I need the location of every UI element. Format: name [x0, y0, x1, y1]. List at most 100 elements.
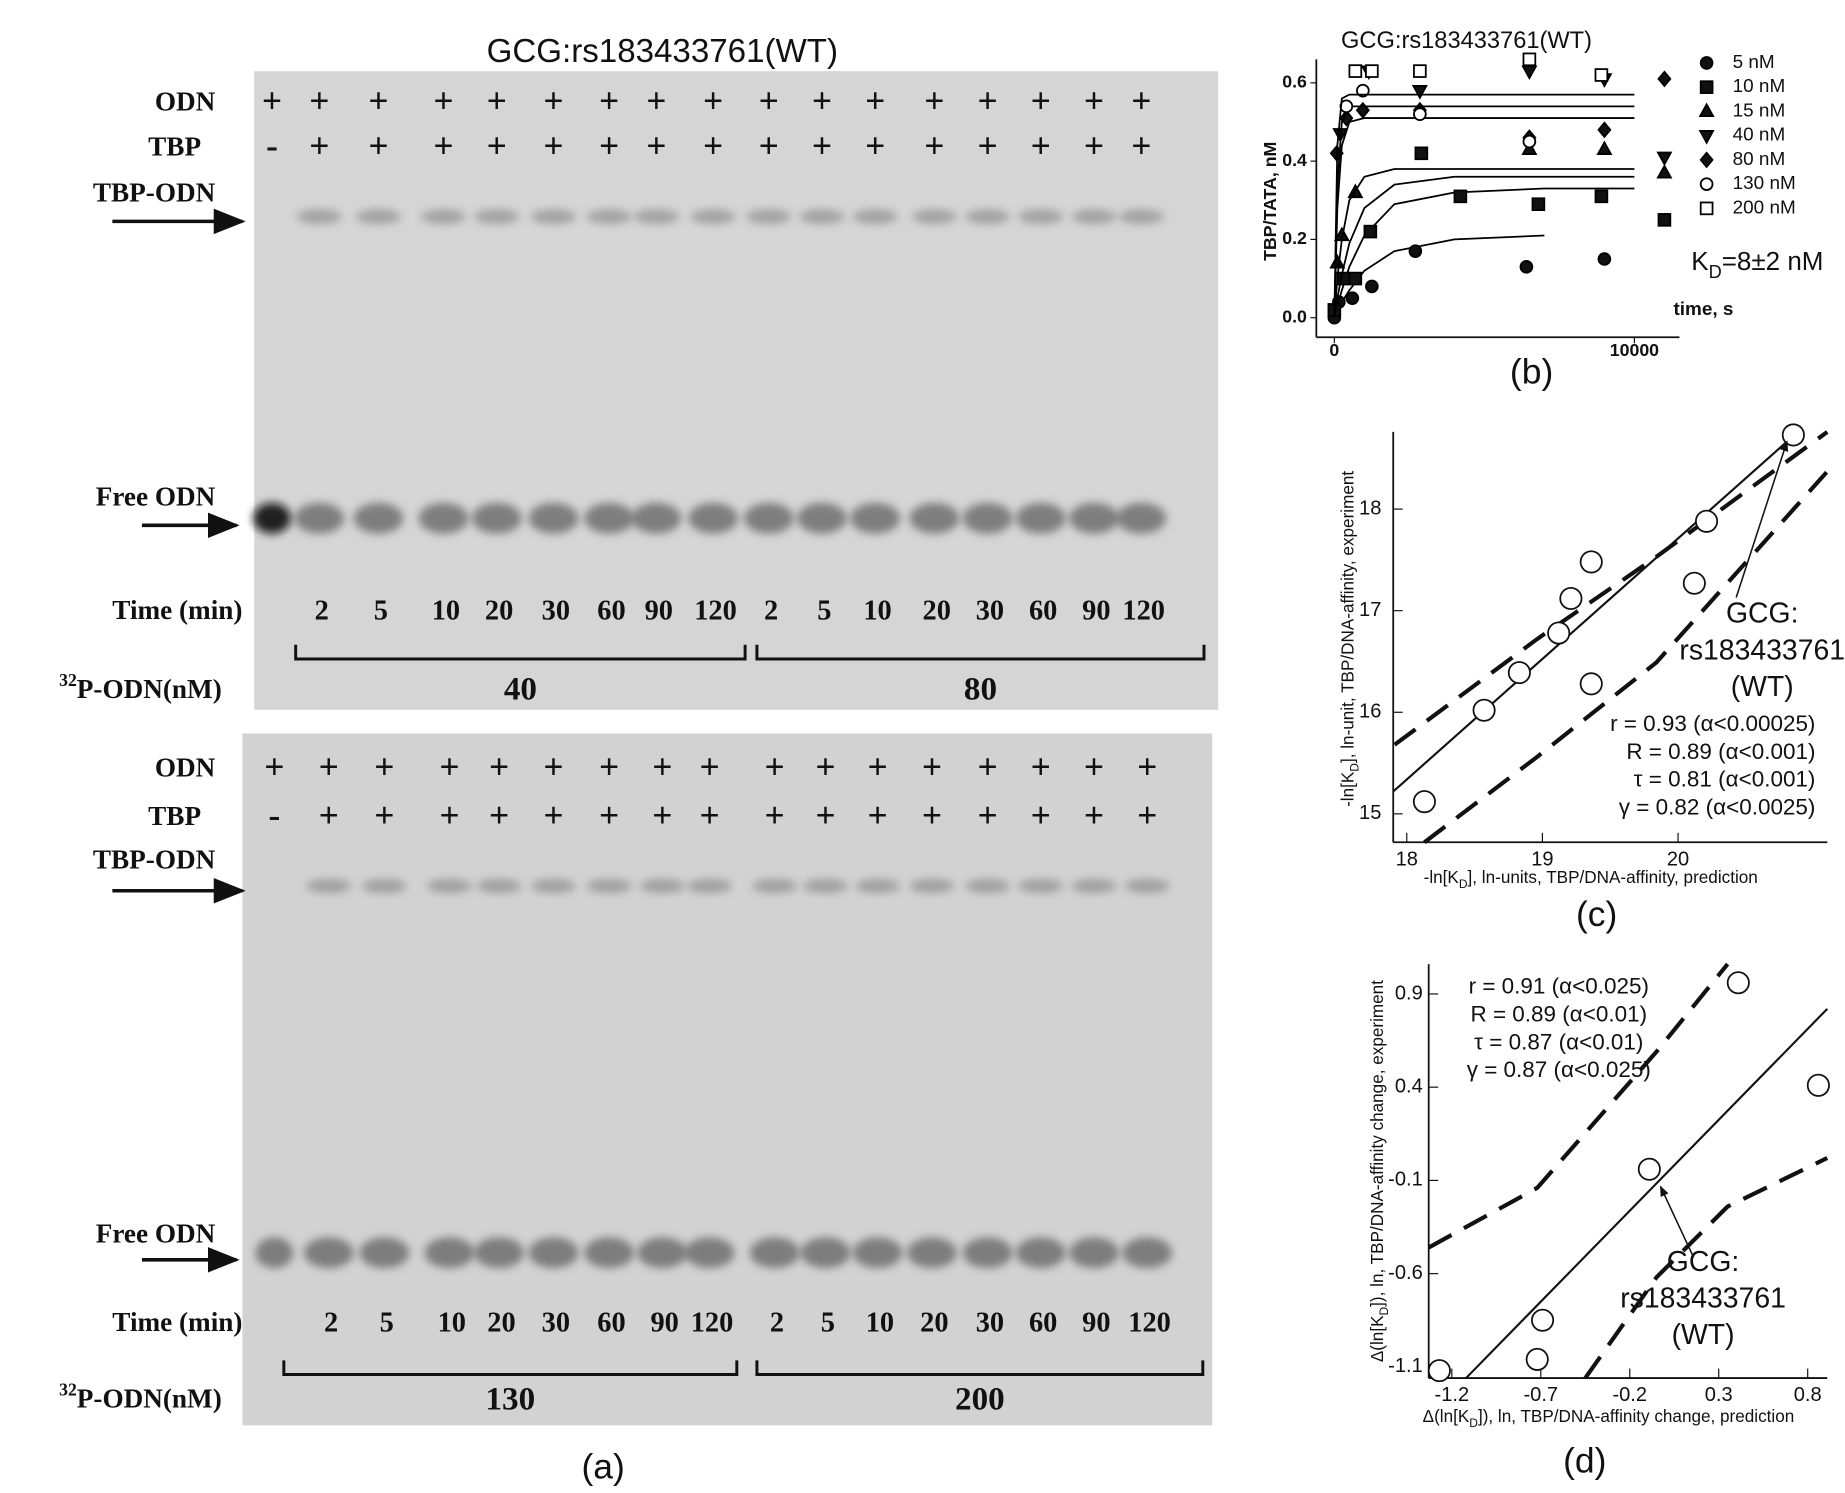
label-part: K — [1691, 246, 1709, 276]
point — [1657, 213, 1672, 227]
complex-band — [586, 209, 632, 224]
complex-band — [909, 878, 955, 894]
label-part: Δ(ln[K — [1423, 1406, 1470, 1426]
odn-sign: + — [977, 80, 997, 120]
row-label: TBP-ODN — [93, 178, 216, 208]
statistic: r = 0.91 (α<0.025) — [1469, 974, 1649, 999]
legend-label: 10 nM — [1733, 76, 1786, 97]
x-tick-label: 20 — [1667, 848, 1689, 870]
point — [1597, 252, 1612, 266]
point — [1365, 64, 1379, 78]
tbp-sign: + — [599, 795, 619, 835]
bracket — [294, 644, 747, 661]
complex-band — [911, 209, 957, 224]
y-tick-label: 0.6 — [1282, 72, 1307, 92]
point — [1411, 85, 1428, 100]
tbp-sign: + — [924, 125, 944, 165]
tbp-sign: + — [433, 125, 453, 165]
legend-label: 130 nM — [1733, 173, 1796, 194]
y-axis-label: TBP/TATA, nM — [1260, 142, 1280, 261]
row-label: 32P-ODN(nM) — [59, 1380, 222, 1414]
x-axis-label: -ln[KD], ln-units, TBP/DNA-affinity, pre… — [1424, 866, 1758, 891]
complex-band — [1071, 878, 1117, 894]
y-tick-label: 0.4 — [1282, 150, 1307, 170]
point — [1547, 621, 1571, 645]
odn-sign: + — [646, 80, 666, 120]
odn-sign: + — [867, 746, 887, 786]
free-band — [424, 1237, 475, 1269]
odn-sign: + — [815, 746, 835, 786]
tbp-sign: + — [765, 795, 785, 835]
odn-sign: + — [765, 746, 785, 786]
point — [1339, 109, 1354, 127]
complex-band — [474, 209, 520, 224]
point — [1597, 121, 1612, 139]
x-axis-label: Δ(ln[KD]), ln, TBP/DNA-affinity change, … — [1423, 1406, 1795, 1431]
tbp-sign: + — [543, 795, 563, 835]
point — [1699, 177, 1714, 191]
complex-band — [690, 209, 736, 224]
free-band — [253, 502, 291, 534]
free-band — [1015, 1237, 1066, 1269]
complex-band — [421, 209, 466, 224]
free-band — [1069, 502, 1119, 534]
y-tick-label: -0.6 — [1388, 1262, 1423, 1284]
point — [1412, 790, 1436, 814]
annotation: KD=8±2 nM — [1691, 246, 1823, 282]
time-label: 90 — [645, 595, 673, 626]
odn-sign: + — [433, 80, 453, 120]
time-label: 5 — [380, 1307, 394, 1338]
caption: (a) — [581, 1447, 624, 1487]
complex-band — [965, 209, 1011, 224]
time-label: 5 — [817, 595, 831, 626]
point — [1329, 253, 1346, 269]
free-band — [584, 1237, 634, 1269]
complex-band — [296, 209, 342, 224]
tbp-sign: + — [759, 125, 779, 165]
odn-sign: + — [865, 80, 885, 120]
group-label: 200 — [955, 1380, 1005, 1417]
free-band — [528, 502, 579, 534]
complex-band — [852, 209, 898, 224]
confidence-band — [1583, 1156, 1829, 1380]
complex-band — [752, 878, 798, 894]
x-tick-label: 0 — [1329, 340, 1339, 360]
point — [1348, 271, 1363, 286]
tbp-sign: - — [268, 795, 280, 835]
label-part: ], ln-unit, TBP/DNA-affinity, experiment — [1337, 471, 1357, 763]
free-band — [749, 1237, 800, 1269]
complex-band — [1124, 878, 1170, 894]
complex-band — [1071, 209, 1117, 224]
time-label: 120 — [691, 1307, 734, 1338]
tbp-sign: + — [922, 795, 942, 835]
tbp-sign: + — [815, 795, 835, 835]
legend-label: 80 nM — [1733, 149, 1786, 170]
fit-line — [1333, 93, 1635, 318]
tbp-sign: + — [487, 125, 507, 165]
odn-sign: + — [599, 80, 619, 120]
odn-sign: + — [700, 746, 720, 786]
point — [1698, 130, 1715, 145]
label-part: 32 — [59, 1380, 77, 1400]
tbp-sign: + — [700, 795, 720, 835]
point — [1594, 189, 1609, 204]
point — [1699, 201, 1714, 216]
free-band — [1116, 502, 1167, 534]
complex-band — [531, 209, 576, 224]
tbp-sign: + — [374, 795, 394, 835]
confidence-band — [1393, 430, 1829, 747]
complex-band — [531, 878, 576, 894]
caption: (b) — [1510, 351, 1553, 391]
label-part: 32 — [59, 670, 77, 690]
time-label: 90 — [650, 1307, 678, 1338]
point — [1365, 279, 1379, 294]
free-band — [418, 502, 469, 534]
point — [1682, 571, 1706, 595]
row-label: TBP — [148, 131, 201, 161]
bracket — [282, 1360, 739, 1376]
complex-band — [426, 878, 472, 894]
time-label: 30 — [976, 595, 1004, 626]
point — [1521, 65, 1538, 81]
complex-band — [803, 878, 848, 894]
statistic: γ = 0.82 (α<0.0025) — [1619, 795, 1816, 820]
